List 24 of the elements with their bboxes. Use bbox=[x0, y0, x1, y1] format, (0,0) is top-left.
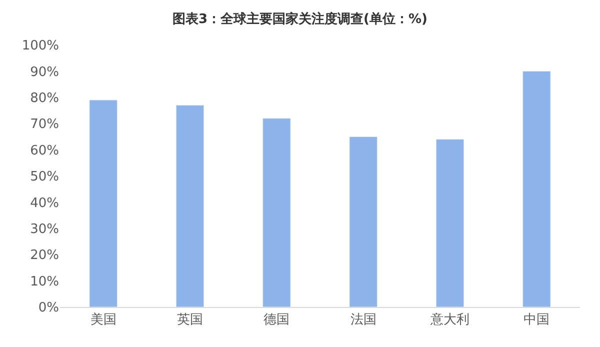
bar bbox=[349, 136, 378, 307]
chart-title: 图表3：全球主要国家关注度调查(单位：%) bbox=[172, 10, 428, 27]
y-tick-label: 90% bbox=[30, 64, 59, 80]
y-tick-label: 100% bbox=[22, 38, 59, 54]
y-tick-label: 20% bbox=[30, 248, 59, 264]
y-tick-label: 40% bbox=[30, 196, 59, 211]
bar bbox=[436, 139, 464, 307]
y-tick-label: 10% bbox=[30, 274, 59, 290]
bar bbox=[89, 100, 118, 307]
bar bbox=[176, 105, 204, 307]
y-tick-label: 70% bbox=[30, 117, 59, 132]
y-tick-label: 50% bbox=[30, 170, 59, 185]
x-tick-label: 美国 bbox=[90, 312, 116, 328]
x-tick-label: 法国 bbox=[350, 312, 376, 328]
y-tick-label: 60% bbox=[30, 143, 59, 158]
x-tick-label: 中国 bbox=[524, 312, 550, 328]
x-tick-label: 意大利 bbox=[430, 312, 470, 328]
y-tick-label: 80% bbox=[30, 90, 59, 106]
y-tick-label: 0% bbox=[38, 300, 59, 316]
x-tick-label: 德国 bbox=[264, 312, 290, 328]
y-tick-label: 30% bbox=[30, 222, 59, 237]
x-tick-label: 英国 bbox=[177, 312, 203, 328]
bar bbox=[262, 118, 291, 307]
bar bbox=[522, 70, 551, 307]
